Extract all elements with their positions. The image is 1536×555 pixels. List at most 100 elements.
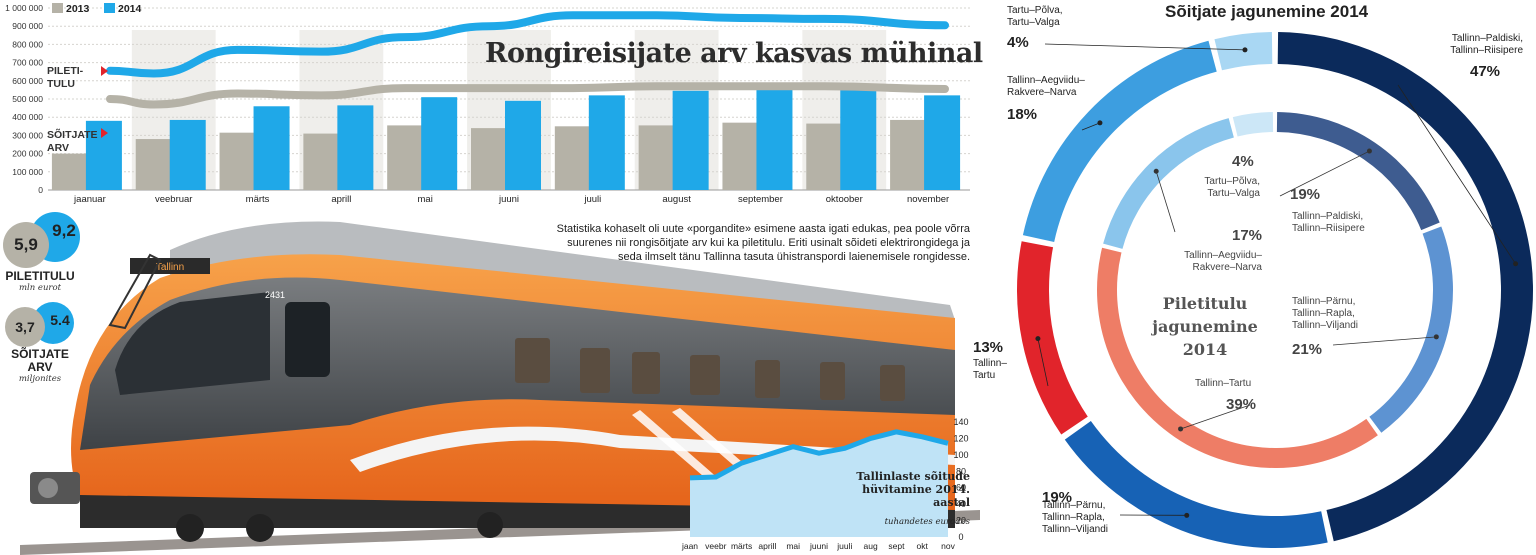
inner-label-polva: Tartu–Põlva, Tartu–Valga [1204, 176, 1260, 199]
leader-dot [1153, 168, 1159, 174]
bar-2013 [554, 126, 591, 190]
x-tick-label: märts [246, 194, 270, 205]
inner-label-parnu: Tallinn–Pärnu, Tallinn–Rapla, Tallinn–Vilj… [1292, 296, 1358, 331]
donut-slice [1022, 40, 1217, 242]
outer-pct-tartu: 13% [973, 339, 1004, 356]
donut-slice [1103, 118, 1234, 249]
y-tick-label: 700 000 [12, 58, 43, 68]
bar-2013 [135, 139, 172, 190]
bar-2013 [638, 125, 675, 190]
y-tick-label: 500 000 [12, 94, 43, 104]
leader-dot [1513, 261, 1519, 267]
x-tick-label: sept [888, 541, 905, 551]
x-tick-label: juuni [498, 194, 519, 205]
y-tick-label: 100 000 [12, 167, 43, 177]
x-tick-label: aug [864, 541, 878, 551]
donut-slice [1277, 32, 1533, 542]
revenue-line [106, 82, 949, 109]
y-tick-label: 200 000 [12, 149, 43, 159]
leader-line [1279, 150, 1370, 197]
leader-line [1180, 404, 1251, 430]
bar-2013 [219, 132, 256, 190]
area-chart-title: Tallinlaste sõitude hüvitamine 2014. aas… [856, 470, 970, 509]
x-tick-label: oktoober [826, 194, 863, 205]
bar-2014 [421, 97, 458, 190]
revenue-kpi-unit: mln eurot [18, 283, 62, 293]
bar-2013 [471, 128, 507, 190]
y-tick-label: 140 [953, 417, 968, 427]
leader-dot [1035, 336, 1041, 342]
y-tick-label: 600 000 [12, 76, 43, 86]
x-tick-label: juuli [583, 194, 601, 205]
leader-dot [1433, 334, 1439, 340]
bar-2013 [806, 123, 843, 190]
revenue-pointer [101, 66, 108, 76]
bar-2014 [840, 88, 877, 190]
bar-2014 [588, 95, 625, 190]
x-tick-label: aprill [331, 194, 351, 205]
inner-label-tartu: Tallinn–Tartu [1195, 378, 1252, 389]
legend-swatch [104, 3, 115, 13]
outer-pct-polva: 4% [1007, 34, 1029, 51]
legend-label: 2013 [66, 3, 90, 15]
x-tick-label: märts [731, 541, 752, 551]
y-tick-label: 100 [953, 450, 968, 460]
page-headline: Rongireisijate arv kasvas mühinal [485, 38, 983, 69]
area-fill [690, 431, 948, 537]
inner-pct-polva: 4% [1232, 153, 1254, 170]
x-tick-label: september [738, 194, 783, 205]
passengers-kpi-unit: miljonites [18, 374, 62, 384]
x-tick-label: juuli [836, 541, 852, 551]
donut-slice [1276, 112, 1440, 231]
revenue-series-label: PILETI- TULU [47, 65, 84, 90]
bar-2014 [505, 100, 541, 190]
y-tick-label: 40 [956, 499, 966, 509]
inner-donut-title: Piletitulu jagunemine 2014 [1152, 294, 1258, 359]
bar-2014 [253, 106, 290, 190]
y-tick-label: 0 [958, 532, 963, 542]
x-tick-label: jaanuar [73, 194, 106, 205]
y-tick-label: 80 [956, 466, 966, 476]
y-tick-label: 120 [953, 433, 968, 443]
x-tick-label: okt [917, 541, 929, 551]
leader-line [1155, 171, 1176, 233]
bar-2014 [337, 105, 374, 190]
x-tick-label: veebr [705, 541, 726, 551]
bar-2013 [303, 133, 340, 190]
leader-line [1037, 338, 1049, 387]
inner-pct-parnu: 21% [1292, 341, 1323, 358]
passengers-pointer [101, 128, 108, 138]
y-tick-label: 800 000 [12, 39, 43, 49]
outer-label-tartu: Tallinn– Tartu [973, 358, 1007, 381]
revenue-kpi-label: PILETITULU [5, 269, 75, 283]
y-tick-label: 400 000 [12, 112, 43, 122]
passengers-series-label: SÕITJATE ARV [47, 129, 98, 154]
inner-pct-paldiski: 19% [1290, 186, 1321, 203]
inner-label-narva: Tallinn–Aegviidu– Rakvere–Narva [1184, 250, 1262, 273]
donut-slice [1369, 226, 1453, 433]
area-line [689, 429, 949, 481]
outer-pct-paldiski: 47% [1470, 63, 1501, 80]
leader-dot [1366, 148, 1372, 154]
y-tick-label: 60 [956, 483, 966, 493]
train-number: 2431 [265, 290, 285, 300]
inner-pct-tartu: 39% [1226, 396, 1257, 413]
outer-label-narva: Tallinn–Aegviidu– Rakvere–Narva [1007, 75, 1085, 98]
outer-label-paldiski: Tallinn–Paldiski, Tallinn–Riisipere [1450, 33, 1523, 56]
donut-slice [1097, 247, 1378, 468]
legend-swatch [52, 3, 63, 13]
inner-label-paldiski: Tallinn–Paldiski, Tallinn–Riisipere [1292, 211, 1365, 234]
revenue-line [106, 11, 949, 78]
x-tick-label: mai [786, 541, 800, 551]
passenger-revenue-chart: 0 100 000 200 000 300 000 400 000 500 000 600 … [5, 3, 970, 205]
leader-dot [1097, 120, 1103, 126]
bar-2014 [924, 95, 961, 190]
distribution-donut-chart [1017, 32, 1533, 548]
train-destination-sign: Tallinn [156, 262, 184, 273]
inner-pct-narva: 17% [1232, 227, 1263, 244]
donut-slice [1064, 421, 1328, 548]
y-tick-label: 300 000 [12, 130, 43, 140]
area-chart-unit: tuhandetes eurodes [884, 517, 970, 527]
x-tick-label: jaan [681, 541, 698, 551]
legend-label: 2014 [118, 3, 142, 15]
